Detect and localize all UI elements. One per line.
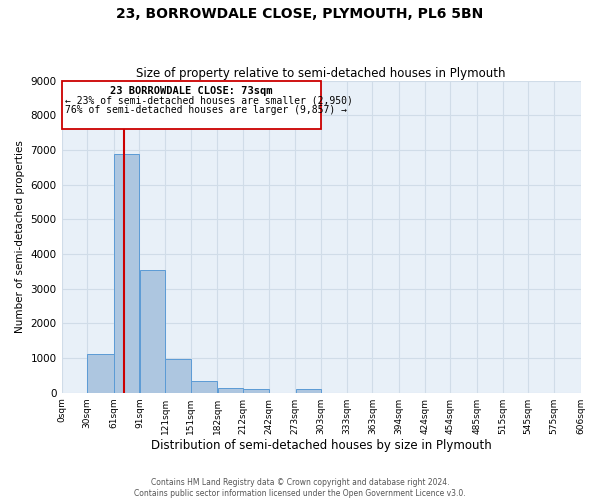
Bar <box>166 359 191 392</box>
Bar <box>296 389 321 392</box>
Bar <box>140 270 165 392</box>
Text: ← 23% of semi-detached houses are smaller (2,950): ← 23% of semi-detached houses are smalle… <box>65 96 353 106</box>
Y-axis label: Number of semi-detached properties: Number of semi-detached properties <box>15 140 25 333</box>
Title: Size of property relative to semi-detached houses in Plymouth: Size of property relative to semi-detach… <box>136 66 506 80</box>
Text: 23, BORROWDALE CLOSE, PLYMOUTH, PL6 5BN: 23, BORROWDALE CLOSE, PLYMOUTH, PL6 5BN <box>116 8 484 22</box>
X-axis label: Distribution of semi-detached houses by size in Plymouth: Distribution of semi-detached houses by … <box>151 440 491 452</box>
Bar <box>88 354 113 393</box>
Bar <box>114 154 139 392</box>
Bar <box>62 80 321 129</box>
Text: Contains HM Land Registry data © Crown copyright and database right 2024.
Contai: Contains HM Land Registry data © Crown c… <box>134 478 466 498</box>
Text: 23 BORROWDALE CLOSE: 73sqm: 23 BORROWDALE CLOSE: 73sqm <box>110 86 272 96</box>
Text: 76% of semi-detached houses are larger (9,857) →: 76% of semi-detached houses are larger (… <box>65 105 347 115</box>
Bar <box>244 389 269 392</box>
Bar <box>218 388 243 392</box>
Bar <box>191 380 217 392</box>
